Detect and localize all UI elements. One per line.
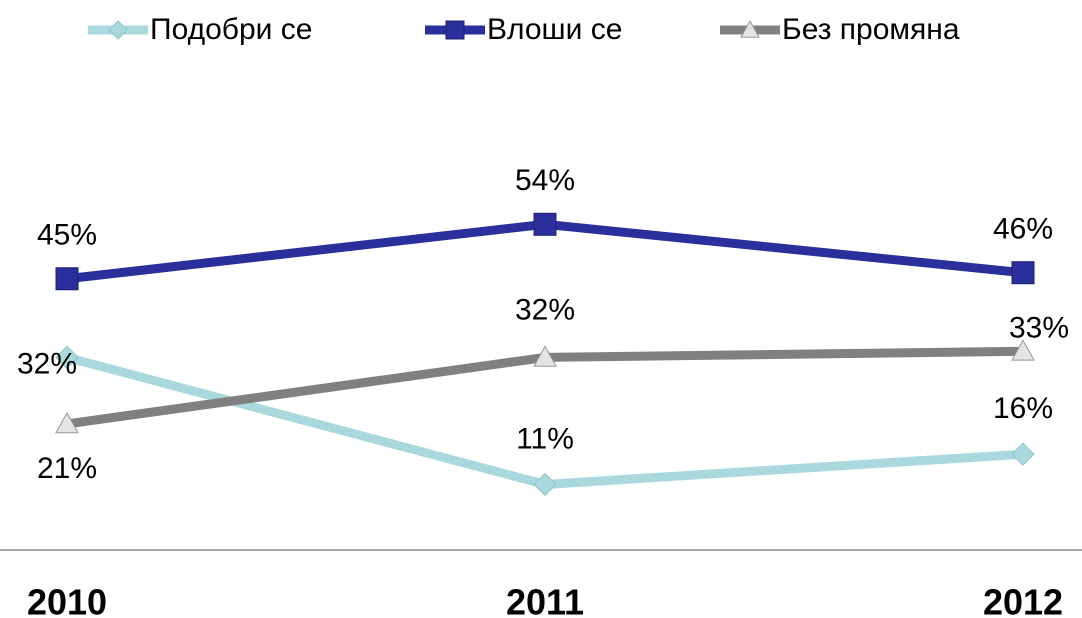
data-label: 54% bbox=[515, 164, 575, 197]
legend-label: Подобри се bbox=[150, 13, 312, 46]
point-marker bbox=[55, 267, 79, 291]
point-marker bbox=[533, 472, 557, 497]
data-label: 45% bbox=[37, 219, 97, 252]
data-label: 46% bbox=[993, 213, 1053, 246]
point-marker bbox=[533, 212, 557, 236]
point-marker bbox=[55, 411, 79, 434]
point-marker bbox=[1011, 339, 1035, 361]
point-marker bbox=[1011, 261, 1035, 285]
x-tick-label: 2012 bbox=[983, 582, 1063, 618]
data-label: 32% bbox=[17, 347, 77, 380]
point-marker bbox=[1011, 442, 1035, 466]
x-tick-label: 2011 bbox=[506, 582, 584, 618]
legend-marker bbox=[740, 19, 760, 38]
series-line bbox=[65, 353, 1024, 489]
data-label: 11% bbox=[516, 422, 574, 455]
point-marker bbox=[55, 345, 79, 370]
legend-marker bbox=[445, 20, 465, 40]
legend-marker bbox=[108, 20, 128, 40]
data-label: 16% bbox=[993, 392, 1053, 425]
data-label: 32% bbox=[515, 293, 575, 326]
legend-label: Без промяна bbox=[782, 13, 960, 46]
point-marker bbox=[533, 345, 557, 367]
x-tick-label: 2010 bbox=[27, 582, 107, 618]
data-label: 21% bbox=[37, 452, 97, 485]
data-label: 33% bbox=[1009, 311, 1069, 344]
legend-label: Влоши се bbox=[487, 13, 622, 46]
